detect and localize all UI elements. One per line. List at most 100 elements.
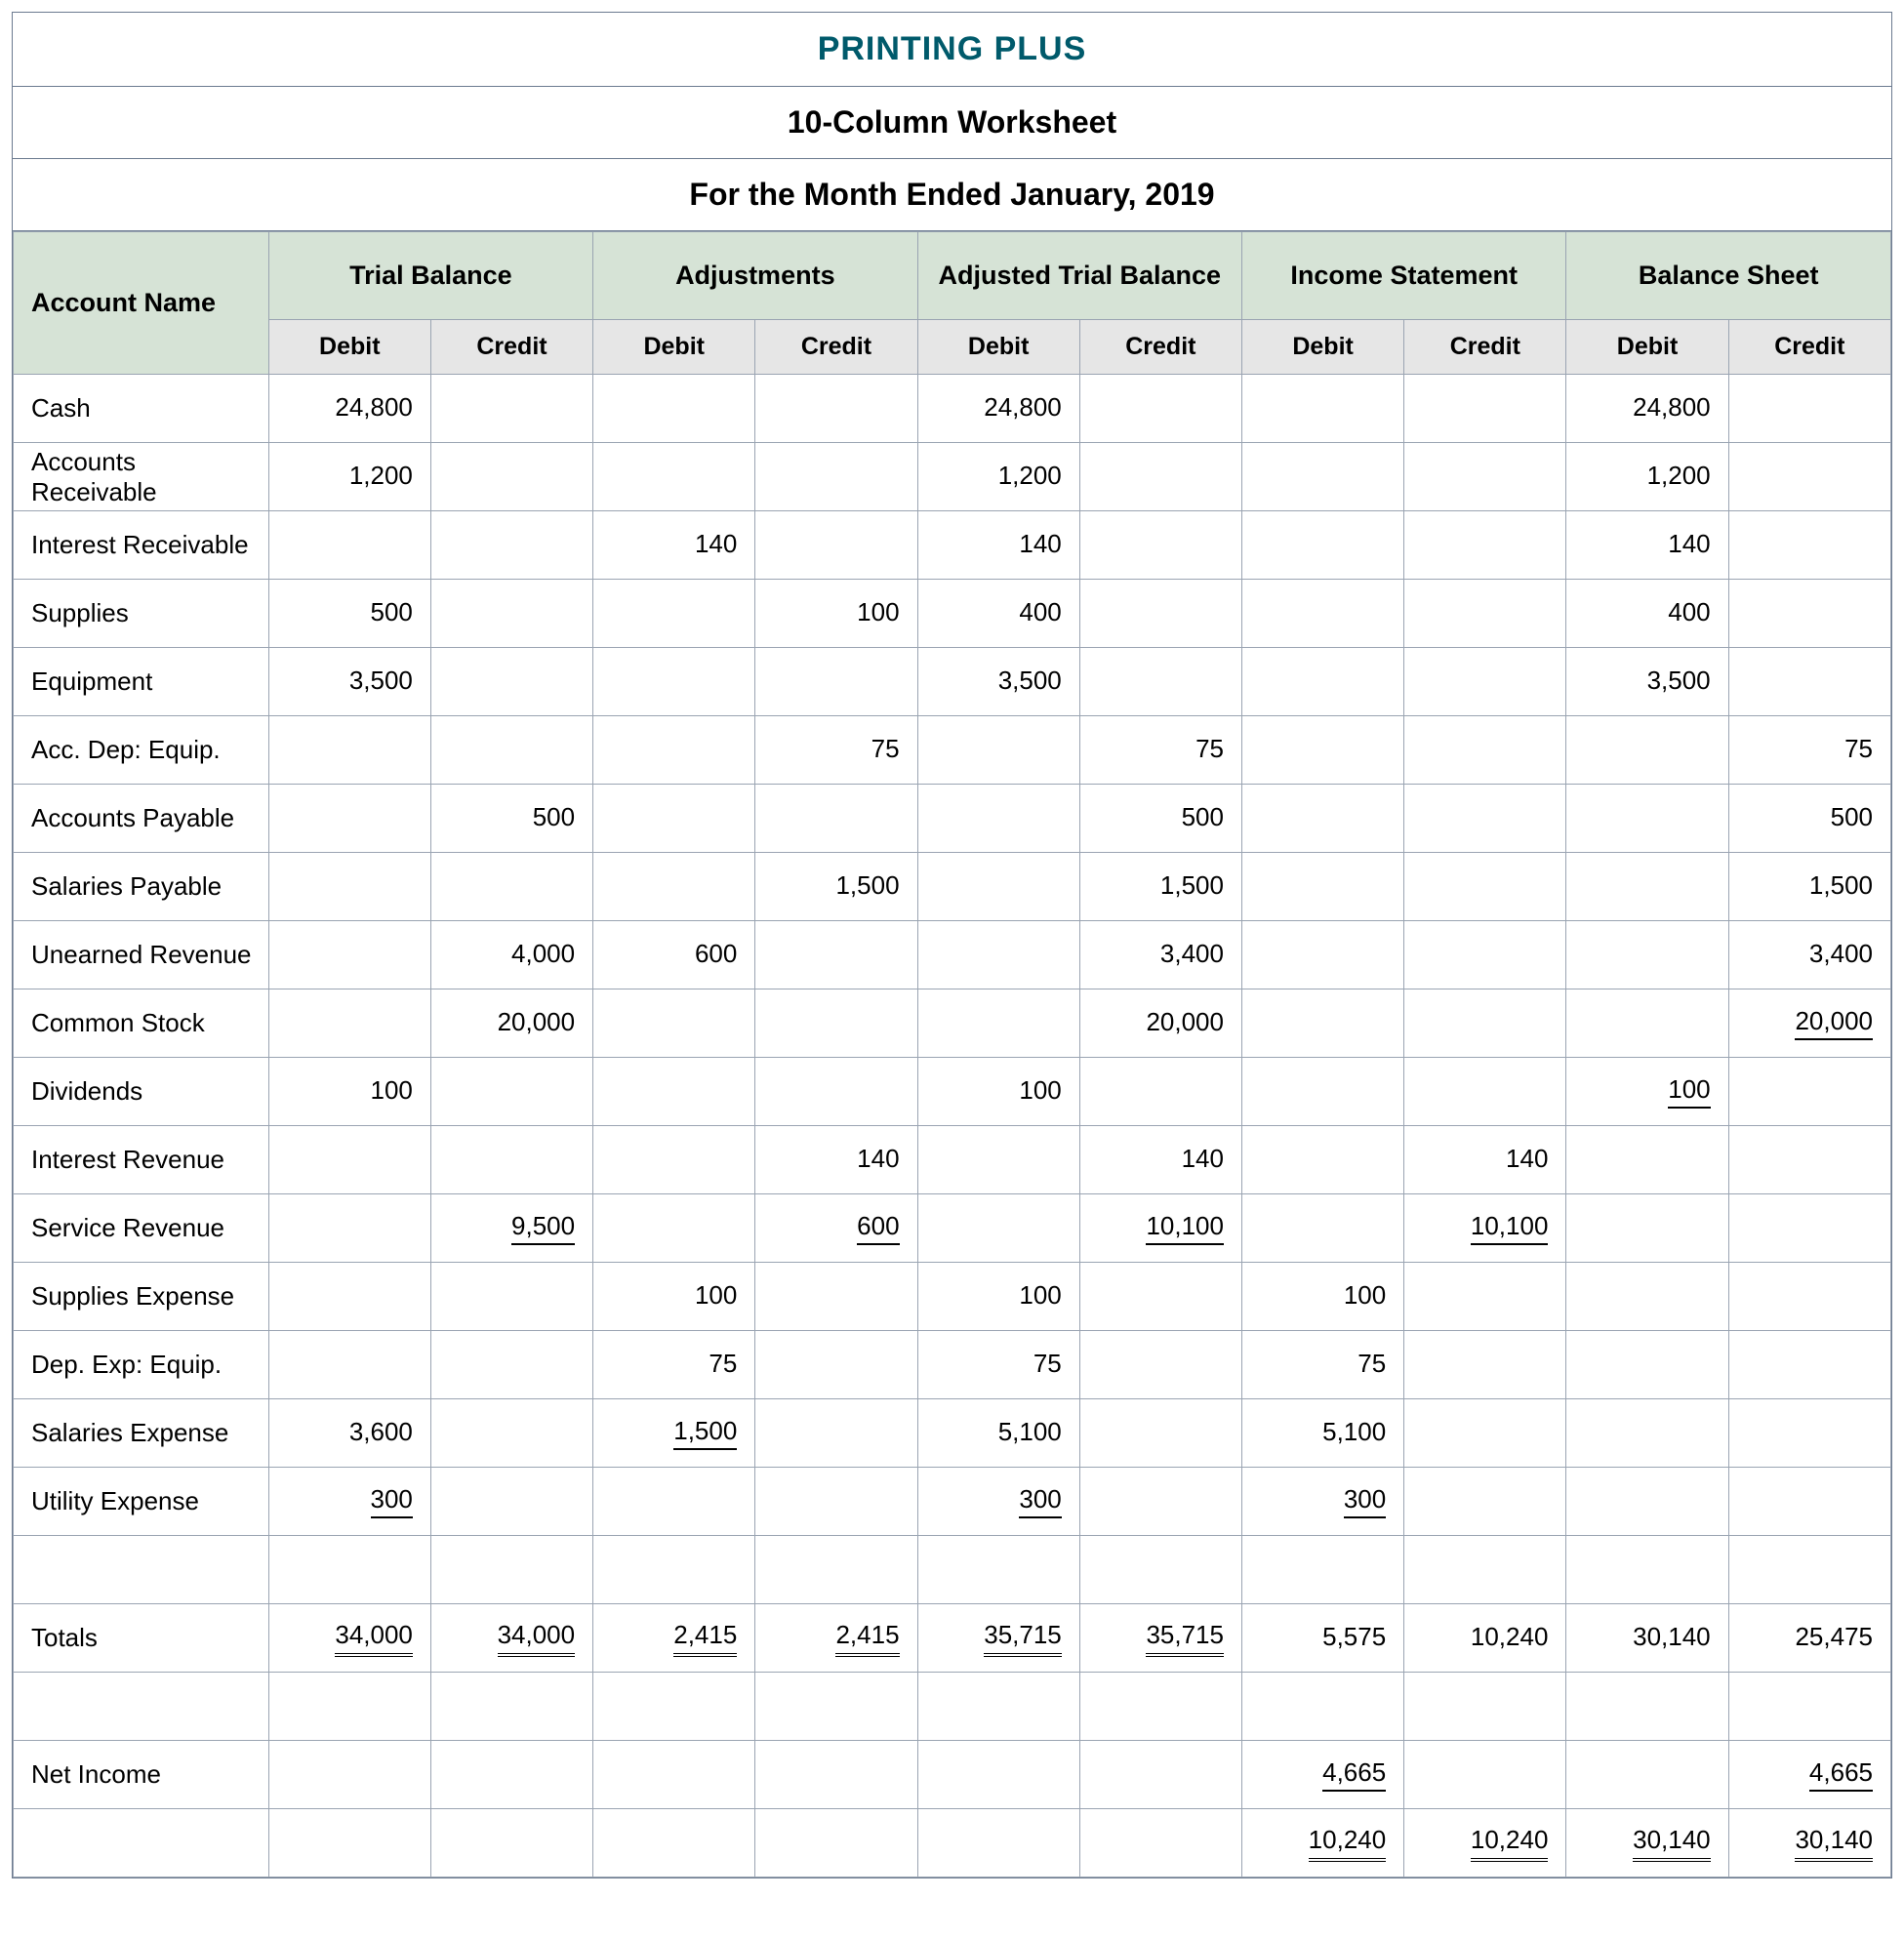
amount-cell [917, 989, 1079, 1058]
amount-value: 30,140 [1633, 1622, 1711, 1654]
debit-header: Debit [268, 320, 430, 375]
amount-cell: 30,140 [1566, 1809, 1728, 1877]
amount-cell [1079, 1468, 1241, 1536]
amount-cell [1566, 1263, 1728, 1331]
credit-header: Credit [1079, 320, 1241, 375]
amount-cell: 10,240 [1404, 1604, 1566, 1673]
amount-cell [755, 1673, 917, 1741]
amount-cell [593, 1126, 755, 1194]
amount-cell [1404, 511, 1566, 580]
amount-cell [593, 785, 755, 853]
amount-value: 1,500 [835, 870, 899, 903]
amount-value: 4,665 [1809, 1757, 1873, 1792]
amount-cell [755, 989, 917, 1058]
section-income-statement: Income Statement [1241, 232, 1565, 320]
amount-cell [1566, 921, 1728, 989]
amount-cell [1404, 580, 1566, 648]
amount-cell [917, 853, 1079, 921]
table-row: Totals34,00034,0002,4152,41535,71535,715… [14, 1604, 1891, 1673]
amount-cell [593, 989, 755, 1058]
worksheet-body: Cash24,80024,80024,800Accounts Receivabl… [14, 375, 1891, 1877]
amount-cell [430, 1468, 592, 1536]
amount-cell [1728, 1058, 1890, 1126]
amount-cell [1728, 1194, 1890, 1263]
amount-cell [593, 580, 755, 648]
amount-cell [593, 1058, 755, 1126]
amount-cell [268, 1194, 430, 1263]
amount-value: 35,715 [1146, 1620, 1224, 1657]
amount-cell [1404, 853, 1566, 921]
amount-cell: 75 [1728, 716, 1890, 785]
worksheet-period: For the Month Ended January, 2019 [13, 159, 1891, 231]
amount-value: 75 [709, 1349, 737, 1381]
amount-cell [593, 1809, 755, 1877]
amount-cell [1404, 1058, 1566, 1126]
section-adjustments: Adjustments [593, 232, 917, 320]
amount-cell: 1,500 [593, 1399, 755, 1468]
amount-cell [1566, 1399, 1728, 1468]
account-name-cell: Salaries Expense [14, 1399, 269, 1468]
amount-cell [593, 443, 755, 511]
amount-cell [1404, 921, 1566, 989]
amount-value: 3,400 [1160, 939, 1224, 971]
amount-cell [755, 1399, 917, 1468]
amount-cell [1241, 1194, 1403, 1263]
amount-value: 400 [1668, 597, 1710, 629]
amount-value: 10,240 [1309, 1825, 1387, 1862]
amount-cell [917, 1194, 1079, 1263]
amount-cell [1079, 375, 1241, 443]
table-row: Interest Revenue140140140 [14, 1126, 1891, 1194]
amount-value: 25,475 [1795, 1622, 1873, 1654]
amount-cell [1728, 1331, 1890, 1399]
amount-value: 500 [371, 597, 413, 629]
amount-value: 300 [1344, 1484, 1386, 1518]
amount-cell [1566, 785, 1728, 853]
amount-cell: 9,500 [430, 1194, 592, 1263]
account-name-cell: Interest Receivable [14, 511, 269, 580]
account-name-cell: Dividends [14, 1058, 269, 1126]
amount-cell: 5,100 [1241, 1399, 1403, 1468]
amount-cell [917, 921, 1079, 989]
table-row: Salaries Expense3,6001,5005,1005,100 [14, 1399, 1891, 1468]
amount-cell [1728, 1673, 1890, 1741]
amount-cell: 35,715 [1079, 1604, 1241, 1673]
amount-cell [755, 1263, 917, 1331]
amount-cell [1566, 1741, 1728, 1809]
amount-cell [755, 648, 917, 716]
account-name-header: Account Name [14, 232, 269, 375]
debit-header: Debit [1566, 320, 1728, 375]
amount-cell [917, 1673, 1079, 1741]
account-name-cell: Interest Revenue [14, 1126, 269, 1194]
amount-cell [755, 1536, 917, 1604]
amount-value: 140 [1506, 1144, 1548, 1176]
amount-cell [1079, 443, 1241, 511]
amount-cell [268, 716, 430, 785]
account-name-cell: Net Income [14, 1741, 269, 1809]
amount-cell [1079, 1741, 1241, 1809]
amount-cell: 400 [1566, 580, 1728, 648]
table-row [14, 1536, 1891, 1604]
amount-cell: 25,475 [1728, 1604, 1890, 1673]
amount-cell: 30,140 [1728, 1809, 1890, 1877]
account-name-cell: Cash [14, 375, 269, 443]
amount-value: 75 [1195, 734, 1224, 766]
amount-cell [1241, 375, 1403, 443]
amount-cell [1728, 1126, 1890, 1194]
amount-cell: 10,240 [1404, 1809, 1566, 1877]
dc-header-row: Debit Credit Debit Credit Debit Credit D… [14, 320, 1891, 375]
amount-value: 1,200 [1647, 461, 1711, 493]
amount-cell [1079, 1331, 1241, 1399]
account-name-cell: Utility Expense [14, 1468, 269, 1536]
table-row: Interest Receivable140140140 [14, 511, 1891, 580]
amount-cell [1404, 1263, 1566, 1331]
amount-cell [430, 1263, 592, 1331]
amount-cell [1728, 1263, 1890, 1331]
amount-value: 1,200 [998, 461, 1062, 493]
amount-cell: 10,100 [1079, 1194, 1241, 1263]
amount-value: 500 [1831, 802, 1873, 834]
amount-cell [1404, 989, 1566, 1058]
amount-cell [1404, 1536, 1566, 1604]
amount-cell [268, 921, 430, 989]
amount-cell [1241, 1536, 1403, 1604]
amount-cell [268, 1536, 430, 1604]
